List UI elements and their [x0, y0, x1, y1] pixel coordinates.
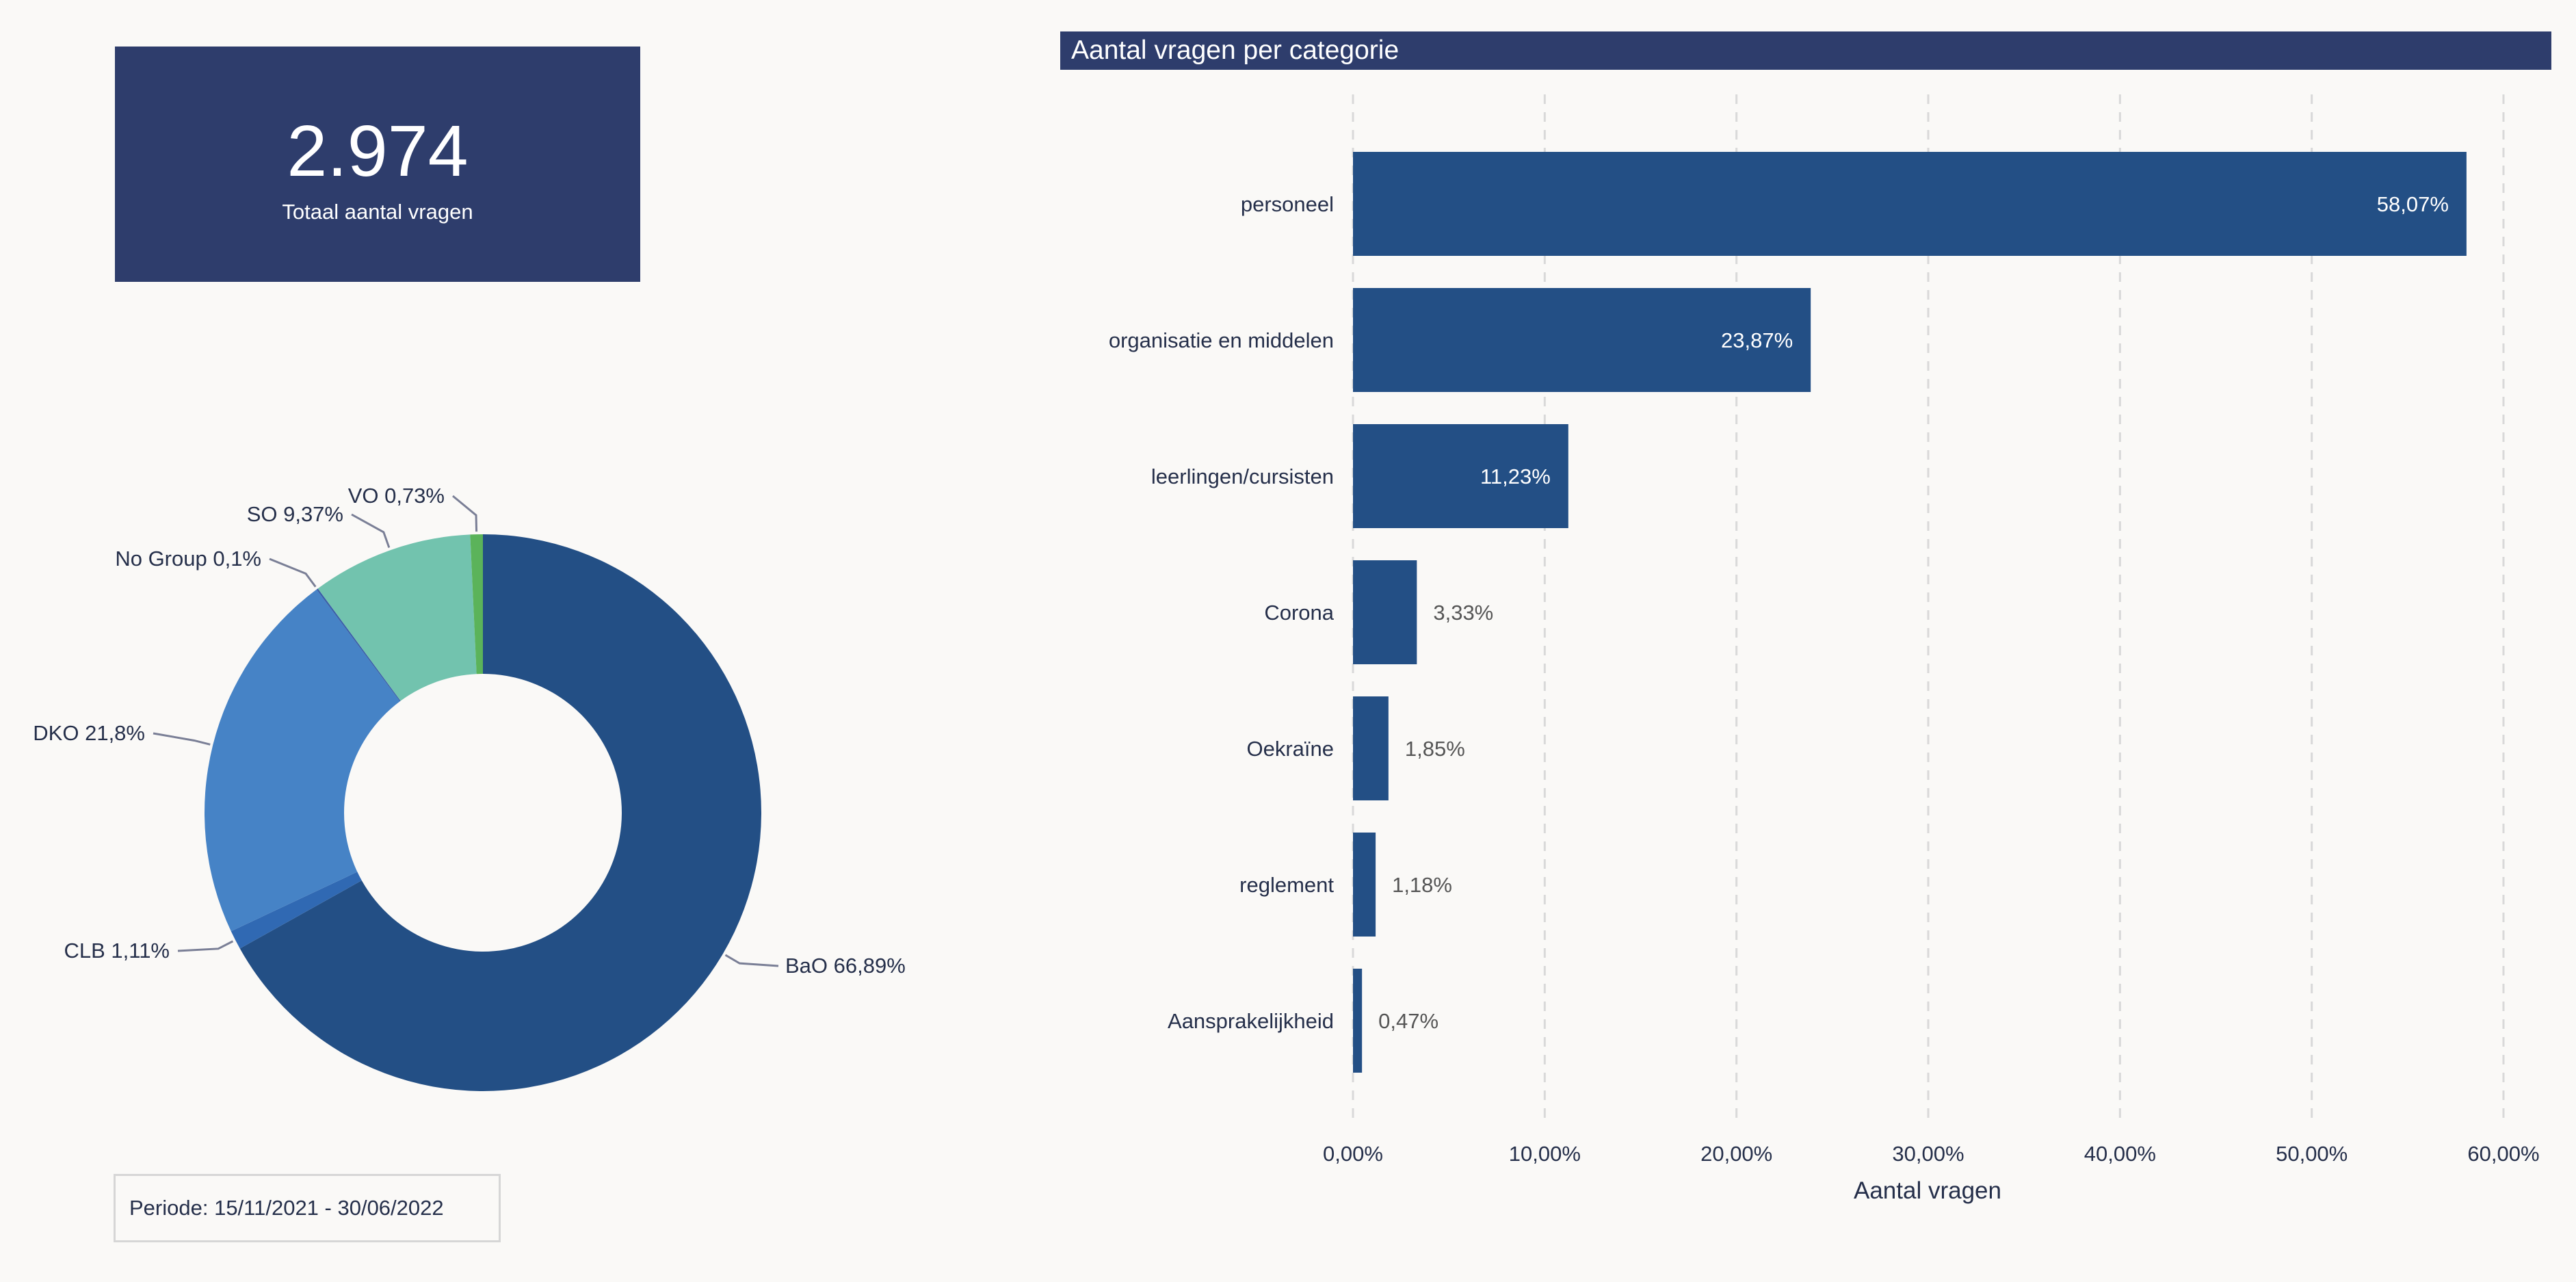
- category-label: Oekraïne: [1246, 737, 1334, 761]
- donut-label: No Group 0,1%: [115, 547, 261, 571]
- period-filter: Periode: 15/11/2021 - 30/06/2022: [114, 1174, 501, 1242]
- x-axis-title: Aantal vragen: [1854, 1177, 2001, 1204]
- bar-4: [1353, 696, 1389, 800]
- donut-label: VO 0,73%: [348, 484, 445, 508]
- kpi-card: 2.974 Totaal aantal vragen: [115, 47, 640, 282]
- kpi-value: 2.974: [287, 111, 469, 192]
- donut-slice-bao: [239, 534, 762, 1091]
- donut-slice-dko: [204, 589, 400, 932]
- category-label: reglement: [1239, 873, 1334, 897]
- data-label: 3,33%: [1433, 601, 1493, 625]
- donut-leader-line: [153, 732, 211, 746]
- x-tick-label: 50,00%: [2276, 1142, 2348, 1166]
- donut-label: BaO 66,89%: [785, 954, 906, 978]
- data-label: 58,07%: [2377, 192, 2449, 216]
- donut-label: DKO 21,8%: [33, 721, 145, 745]
- category-label: Aansprakelijkheid: [1168, 1009, 1334, 1033]
- donut-label: SO 9,37%: [247, 502, 343, 526]
- data-label: 1,18%: [1392, 873, 1452, 897]
- donut-leader-line: [724, 954, 779, 967]
- donut-label: CLB 1,11%: [64, 939, 170, 963]
- donut-leader-line: [452, 495, 478, 532]
- bar-0: [1353, 152, 2467, 256]
- bar-chart-title: Aantal vragen per categorie: [1060, 31, 2551, 70]
- data-label: 11,23%: [1480, 465, 1551, 488]
- donut-chart: BaO 66,89% CLB 1,11% DKO 21,8% No Group 0,1…: [33, 484, 906, 1091]
- category-label: Corona: [1264, 601, 1334, 625]
- bar-1: [1353, 288, 1811, 392]
- data-label: 1,85%: [1405, 737, 1465, 761]
- donut-slice-vo: [470, 534, 483, 675]
- data-label: 0,47%: [1378, 1009, 1438, 1033]
- x-tick-label: 40,00%: [2084, 1142, 2156, 1166]
- category-label: leerlingen/cursisten: [1151, 465, 1334, 488]
- donut-slice-clb: [231, 872, 362, 949]
- data-label: 23,87%: [1721, 328, 1793, 352]
- donut-slice-so: [317, 534, 477, 701]
- x-tick-label: 60,00%: [2467, 1142, 2539, 1166]
- bar-6: [1353, 969, 1363, 1073]
- kpi-label: Totaal aantal vragen: [282, 200, 473, 224]
- x-tick-label: 0,00%: [1323, 1142, 1383, 1166]
- donut-leader-line: [177, 940, 234, 952]
- bar-5: [1353, 833, 1376, 937]
- donut-leader-line: [351, 513, 391, 549]
- donut-slice-no-group: [316, 588, 401, 702]
- category-label: personeel: [1241, 192, 1334, 216]
- bar-3: [1353, 560, 1417, 664]
- bar-2: [1353, 424, 1568, 528]
- x-tick-label: 30,00%: [1892, 1142, 1964, 1166]
- category-label: organisatie en middelen: [1109, 328, 1334, 352]
- x-tick-label: 20,00%: [1700, 1142, 1772, 1166]
- x-tick-label: 10,00%: [1509, 1142, 1581, 1166]
- donut-leader-line: [269, 558, 317, 588]
